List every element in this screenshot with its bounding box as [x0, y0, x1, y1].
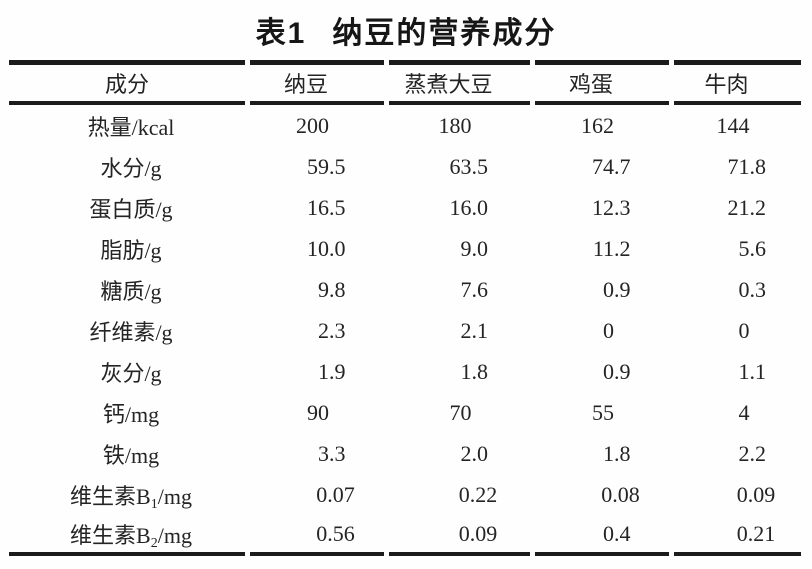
table-title-text: 纳豆的营养成分	[332, 17, 557, 50]
value-cell: 4	[738, 399, 750, 425]
row-label: 维生素B2/mg	[9, 515, 245, 556]
label-subscript: 2	[150, 535, 158, 551]
value-cell: 21.2	[727, 194, 767, 220]
value-cell: 5.6	[738, 235, 767, 261]
value-cell: 11.2	[592, 235, 631, 261]
table-row-calcium: 钙/mg 90 70 55 4	[9, 392, 801, 433]
row-label: 脂肪/g	[100, 237, 162, 263]
value-cell: 9.0	[460, 235, 489, 261]
row-label: 蛋白质/g	[89, 196, 173, 222]
value-cell: 0.08	[601, 481, 640, 507]
table-row-fiber: 纤维素/g 2.3 2.1 0 0	[9, 310, 801, 351]
value-cell: 55	[592, 399, 614, 425]
row-label: 铁/mg	[102, 442, 160, 468]
row-label: 维生素B1/mg	[9, 474, 245, 515]
column-header-steamed-soybean: 蒸煮大豆	[389, 60, 530, 105]
value-cell: 0.9	[603, 358, 631, 384]
value-cell: 180	[438, 112, 472, 138]
table-row-water: 水分/g 59.5 63.5 74.7 71.8	[9, 146, 801, 187]
column-header-component: 成分	[9, 60, 245, 105]
value-cell: 0.07	[316, 481, 355, 507]
header-row: 成分 纳豆 蒸煮大豆 鸡蛋 牛肉	[9, 60, 801, 105]
value-cell: 70	[449, 399, 472, 425]
table-row-vitamin-b2: 维生素B2/mg 0.56 0.09 0.4 0.21	[9, 515, 801, 556]
label-subscript: 1	[150, 496, 158, 512]
value-cell: 162	[581, 112, 614, 138]
value-cell: 12.3	[592, 194, 631, 220]
table-number: 表1	[255, 17, 307, 50]
value-cell: 10.0	[307, 235, 346, 261]
value-cell: 63.5	[449, 153, 489, 179]
row-label: 钙/mg	[102, 401, 160, 427]
nutrition-table: 成分 纳豆 蒸煮大豆 鸡蛋 牛肉 热量/kcal 200 180 162 144…	[4, 60, 806, 556]
table-caption: 表1 纳豆的营养成分	[0, 8, 812, 52]
value-cell: 0.21	[674, 515, 801, 556]
table-row-fat: 脂肪/g 10.0 9.0 11.2 5.6	[9, 228, 801, 269]
table-row-ash: 灰分/g 1.9 1.8 0.9 1.1	[9, 351, 801, 392]
table-row-calories: 热量/kcal 200 180 162 144	[9, 105, 801, 146]
label-unit: /mg	[157, 522, 192, 548]
column-header-egg: 鸡蛋	[535, 60, 669, 105]
label-base: 维生素B	[70, 522, 151, 548]
row-label: 糖质/g	[100, 278, 162, 304]
value-cell: 0.3	[738, 276, 767, 302]
value-cell: 9.8	[318, 276, 346, 302]
value-cell: 1.9	[318, 358, 346, 384]
value-cell: 2.0	[460, 440, 489, 466]
value-cell: 90	[307, 399, 329, 425]
value-cell: 0.4	[535, 515, 669, 556]
value-cell: 1.8	[460, 358, 489, 384]
value-cell: 0.56	[250, 515, 384, 556]
value-cell: 0.09	[736, 481, 776, 507]
value-cell: 2.1	[460, 317, 489, 343]
label-unit: /mg	[157, 483, 192, 509]
value-cell: 74.7	[592, 153, 631, 179]
column-header-beef: 牛肉	[674, 60, 801, 105]
value-cell: 3.3	[318, 440, 346, 466]
value-cell: 16.0	[449, 194, 489, 220]
value-cell: 0.9	[603, 276, 631, 302]
value-cell: 1.8	[603, 440, 631, 466]
value-cell: 200	[296, 112, 329, 138]
value-cell: 1.1	[738, 358, 767, 384]
table-row-vitamin-b1: 维生素B1/mg 0.07 0.22 0.08 0.09	[9, 474, 801, 515]
row-label: 纤维素/g	[89, 319, 173, 345]
column-header-natto: 纳豆	[250, 60, 384, 105]
value-cell: 0.09	[389, 515, 530, 556]
value-cell: 2.2	[738, 440, 767, 466]
value-cell: 144	[716, 112, 750, 138]
value-cell: 7.6	[460, 276, 489, 302]
row-label: 灰分/g	[100, 360, 162, 386]
label-base: 维生素B	[70, 483, 151, 509]
value-cell: 0	[603, 317, 614, 343]
table-row-protein: 蛋白质/g 16.5 16.0 12.3 21.2	[9, 187, 801, 228]
value-cell: 2.3	[318, 317, 346, 343]
value-cell: 71.8	[727, 153, 767, 179]
table-row-sugar: 糖质/g 9.8 7.6 0.9 0.3	[9, 269, 801, 310]
value-cell: 16.5	[307, 194, 346, 220]
value-cell: 0	[738, 317, 750, 343]
table-row-iron: 铁/mg 3.3 2.0 1.8 2.2	[9, 433, 801, 474]
value-cell: 0.22	[458, 481, 498, 507]
row-label: 热量/kcal	[87, 114, 175, 140]
row-label: 水分/g	[100, 155, 162, 181]
value-cell: 59.5	[307, 153, 346, 179]
